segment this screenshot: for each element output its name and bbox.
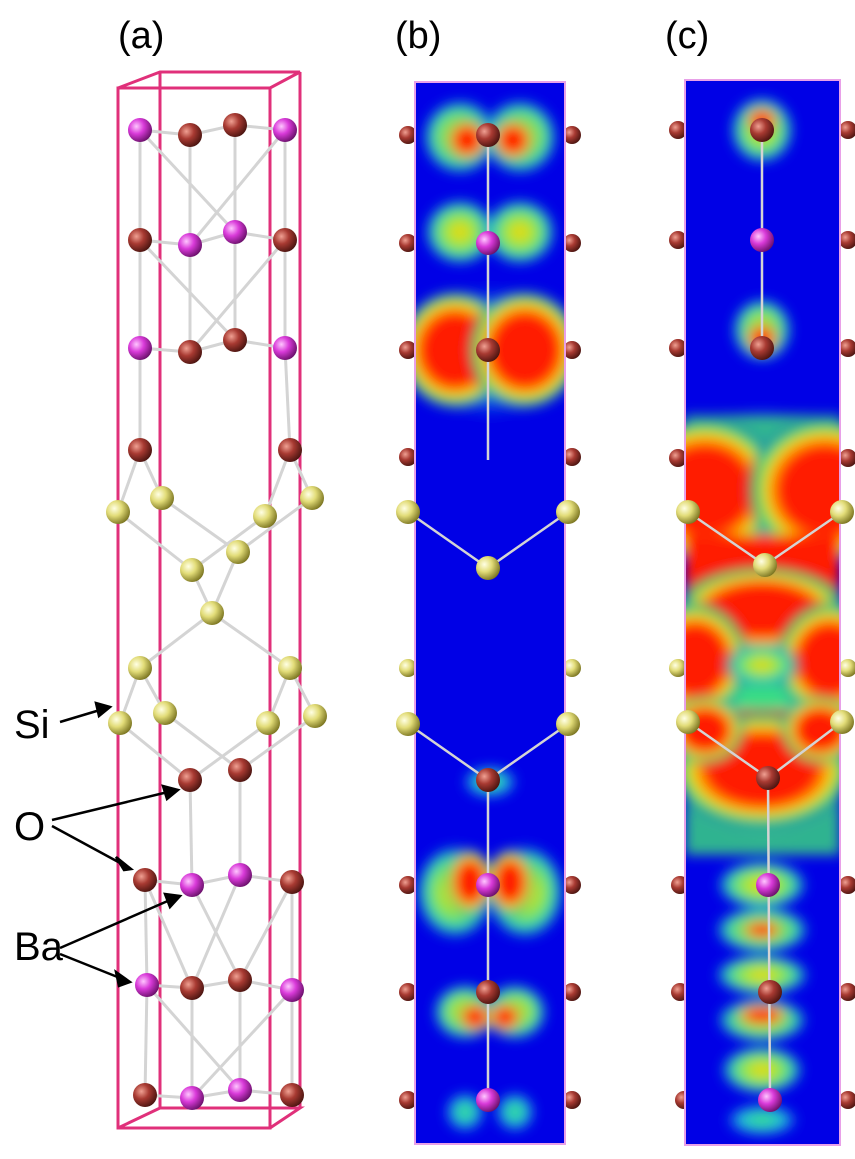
unit-cell-frame (116, 70, 305, 1130)
ba-atom (228, 863, 252, 887)
ba-atom (128, 336, 152, 360)
ba-atom (180, 1086, 204, 1110)
si-atom (303, 704, 327, 728)
panel-label-c: (c) (665, 15, 709, 57)
ba-atom (273, 336, 297, 360)
si-atom (150, 486, 174, 510)
ba-atom (223, 220, 247, 244)
si-atom (300, 486, 324, 510)
label-ba: Ba (14, 925, 64, 969)
o-atom (133, 868, 157, 892)
species-annotations: Si O Ba (14, 701, 183, 988)
si-atom (106, 500, 130, 524)
si-atom (253, 504, 277, 528)
o-atom (178, 768, 202, 792)
ba-atom (273, 118, 297, 142)
ba-atom (280, 978, 304, 1002)
panel-label-b: (b) (395, 15, 441, 57)
arrow-ba-1 (59, 898, 171, 950)
ba-atom (228, 1078, 252, 1102)
o-atom (223, 328, 247, 352)
o-atom (128, 228, 152, 252)
o-atom (280, 1083, 304, 1107)
center-atoms-c (676, 118, 854, 1112)
label-si: Si (14, 703, 50, 747)
panel-b-density (396, 81, 581, 1145)
o-atom (278, 438, 302, 462)
si-atom (153, 701, 177, 725)
arrow-ba-2 (59, 952, 121, 980)
side-atoms-b (399, 126, 581, 1109)
o-atom (273, 228, 297, 252)
arrow-o-2 (51, 824, 123, 866)
o-atom (178, 123, 202, 147)
label-o: O (14, 805, 45, 849)
si-atom (226, 540, 250, 564)
ba-atom (135, 973, 159, 997)
atoms-a (106, 113, 327, 1110)
o-atom (228, 968, 252, 992)
si-atom (128, 656, 152, 680)
si-atom (256, 711, 280, 735)
arrow-si (59, 708, 101, 724)
si-atom (200, 601, 224, 625)
o-atom (228, 758, 252, 782)
o-atom (128, 438, 152, 462)
panel-label-a: (a) (118, 15, 164, 57)
ba-atom (178, 233, 202, 257)
panel-c-density (669, 79, 855, 1146)
arrow-o-1 (51, 790, 169, 822)
ba-atom (180, 873, 204, 897)
si-atom (278, 656, 302, 680)
o-atom (180, 976, 204, 1000)
o-atom (133, 1083, 157, 1107)
si-atom (180, 558, 204, 582)
o-atom (280, 870, 304, 894)
o-atom (178, 340, 202, 364)
panel-a-structure: Si O Ba (14, 70, 327, 1130)
o-atom (223, 113, 247, 137)
si-atom (108, 711, 132, 735)
center-atoms-b (396, 123, 580, 1112)
ba-atom (128, 118, 152, 142)
